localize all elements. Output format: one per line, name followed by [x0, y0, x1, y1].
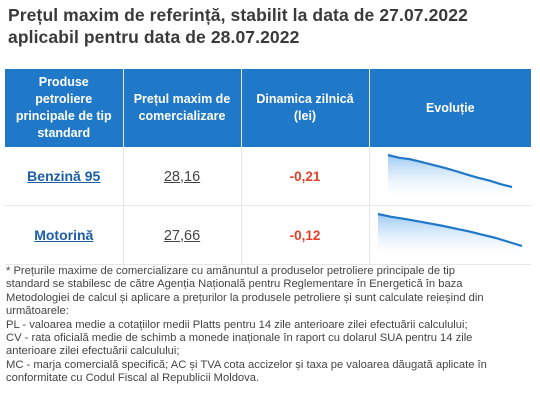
change-cell: -0,12 — [241, 205, 370, 265]
sparkline-area — [378, 214, 523, 256]
product-cell: Benzină 95 — [5, 147, 124, 206]
daily-change-benzina-95: -0,21 — [289, 169, 321, 184]
evolution-cell — [369, 205, 531, 265]
sparkline-line — [378, 212, 523, 248]
daily-change-motorina: -0,12 — [289, 228, 321, 243]
price-cell: 28,16 — [123, 147, 242, 206]
sparkline-motorina — [378, 212, 523, 256]
title-line-1: Prețul maxim de referință, stabilit la d… — [8, 5, 468, 25]
header-max-price: Prețul maxim de comercializare — [123, 69, 242, 147]
note-line: standard se stabilesc de către Agenția N… — [6, 278, 463, 291]
table-header-row: Produse petroliere principale de tip sta… — [5, 69, 531, 147]
sparkline-line — [387, 153, 513, 189]
page-title: Prețul maxim de referință, stabilit la d… — [8, 4, 532, 48]
note-line: MC - marja comercială specifică; AC și T… — [6, 358, 487, 371]
table-row: Motorină 27,66 -0,12 — [5, 205, 531, 265]
note-line: * Prețurile maxime de comercializare cu … — [6, 265, 455, 277]
change-cell: -0,21 — [241, 147, 370, 206]
methodology-note: * Prețurile maxime de comercializare cu … — [6, 265, 534, 386]
note-line: anterioare zilei efectuării calculului; — [6, 345, 180, 358]
header-evolution: Evoluție — [369, 69, 531, 147]
price-link-motorina[interactable]: 27,66 — [163, 227, 201, 244]
header-products: Produse petroliere principale de tip sta… — [5, 69, 124, 147]
note-line: PL - valoarea medie a cotațiilor medii P… — [6, 318, 468, 331]
evolution-cell — [369, 147, 531, 206]
note-line: următoarele: — [6, 305, 69, 318]
product-cell: Motorină — [5, 205, 124, 265]
product-link-motorina[interactable]: Motorină — [34, 227, 94, 243]
price-link-benzina-95[interactable]: 28,16 — [163, 168, 201, 185]
price-cell: 27,66 — [123, 205, 242, 265]
note-line: Metodologiei de calcul și aplicare a pre… — [6, 291, 484, 304]
sparkline-area — [388, 155, 513, 197]
title-line-2: aplicabil pentru data de 28.07.2022 — [8, 27, 300, 47]
product-link-benzina-95[interactable]: Benzină 95 — [27, 168, 101, 184]
note-line: CV - rata oficială medie de schimb a mon… — [6, 332, 473, 345]
table-row: Benzină 95 28,16 -0,21 — [5, 147, 531, 206]
header-daily-change: Dinamica zilnică (lei) — [241, 69, 370, 147]
note-line: conformitate cu Codul Fiscal al Republic… — [6, 372, 260, 385]
fuel-price-table: Produse petroliere principale de tip sta… — [5, 69, 531, 265]
sparkline-benzina-95 — [387, 153, 513, 197]
